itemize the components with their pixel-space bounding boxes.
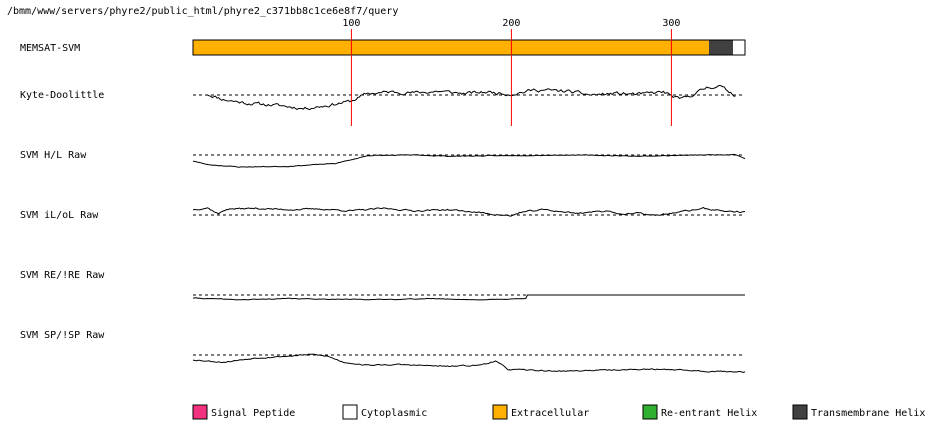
- track: Kyte-Doolittle: [20, 84, 745, 111]
- header-path: /bmm/www/servers/phyre2/public_html/phyr…: [7, 6, 398, 17]
- legend-item: Re-entrant Helix: [642, 404, 757, 420]
- track-label: SVM iL/oL Raw: [20, 210, 99, 221]
- track-label: SVM RE/!RE Raw: [20, 270, 105, 281]
- track-line: [207, 84, 736, 111]
- track-label: SVM SP/!SP Raw: [20, 330, 105, 341]
- x-tick-label: 100: [342, 18, 360, 29]
- memsat-segment-extracellular: [193, 40, 709, 55]
- memsat-topology-bar: [192, 39, 746, 56]
- legend-label: Re-entrant Helix: [661, 408, 757, 419]
- legend-label: Cytoplasmic: [361, 408, 427, 419]
- track: SVM RE/!RE Raw: [20, 270, 745, 301]
- legend-swatch: [342, 404, 358, 420]
- memsat-bar-border: [192, 39, 746, 56]
- track-line: [192, 353, 746, 373]
- legend-item: Cytoplasmic: [342, 404, 427, 420]
- legend: Signal Peptide Cytoplasmic Extracellular Re…: [192, 404, 925, 420]
- legend-item: Transmembrane Helix: [792, 404, 925, 420]
- residue-marker-lines: [350, 29, 672, 126]
- memsat-label: MEMSAT-SVM: [20, 43, 80, 54]
- track: SVM H/L Raw: [20, 150, 746, 168]
- legend-swatch: [192, 404, 208, 420]
- legend-item: Extracellular: [492, 404, 589, 420]
- track: SVM SP/!SP Raw: [20, 330, 746, 373]
- track-line: [192, 294, 745, 301]
- memsat-segment-cytoplasmic: [733, 40, 745, 55]
- legend-label: Transmembrane Helix: [811, 408, 925, 419]
- legend-label: Signal Peptide: [211, 408, 295, 419]
- track-line: [192, 153, 746, 168]
- track-line: [192, 206, 746, 217]
- x-tick-labels: 100 200 300: [342, 18, 680, 29]
- legend-swatch: [792, 404, 808, 420]
- track-label: Kyte-Doolittle: [20, 90, 104, 101]
- track: SVM iL/oL Raw: [20, 206, 746, 221]
- legend-label: Extracellular: [511, 408, 589, 419]
- memsat-segment-transmembrane-helix: [709, 40, 733, 55]
- legend-item: Signal Peptide: [192, 404, 295, 420]
- legend-swatch: [642, 404, 658, 420]
- x-tick-label: 200: [502, 18, 520, 29]
- svm-tracks: Kyte-Doolittle SVM H/L Raw SVM iL/oL Raw SV…: [20, 84, 746, 373]
- x-tick-label: 300: [662, 18, 680, 29]
- legend-swatch: [492, 404, 508, 420]
- track-label: SVM H/L Raw: [20, 150, 87, 161]
